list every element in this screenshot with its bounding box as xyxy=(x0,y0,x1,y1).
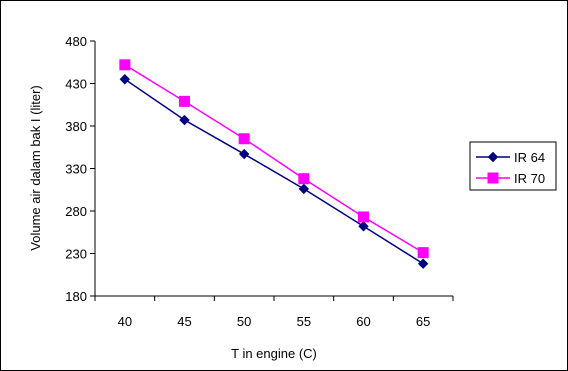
data-point-ir-64 xyxy=(119,74,131,85)
data-point-ir-64 xyxy=(238,148,250,160)
series-line-ir-64 xyxy=(124,78,424,265)
y-tick-label: 430 xyxy=(65,77,87,92)
data-point-ir-70 xyxy=(298,173,310,185)
y-tick-label: 330 xyxy=(65,162,87,177)
data-point-ir-64 xyxy=(298,183,310,195)
legend-marker-ir-64 xyxy=(487,151,499,163)
y-tick-label: 180 xyxy=(65,289,87,304)
series-line-ir-70 xyxy=(124,64,424,254)
data-point-ir-70 xyxy=(417,247,429,259)
legend-label-ir-64: IR 64 xyxy=(514,150,545,165)
y-axis-title: Volume air dalam bak I (liter) xyxy=(28,85,43,250)
x-tick-label: 50 xyxy=(237,314,251,329)
legend-marker-ir-70 xyxy=(487,172,499,184)
x-tick-label: 65 xyxy=(416,314,430,329)
legend-label-ir-70: IR 70 xyxy=(514,171,545,186)
data-point-ir-70 xyxy=(179,95,190,107)
x-tick-label: 60 xyxy=(356,314,370,329)
x-tick-label: 40 xyxy=(118,314,132,329)
data-point-ir-64 xyxy=(358,221,369,232)
legend: IR 64 IR 70 xyxy=(469,141,557,191)
legend-box xyxy=(469,141,557,191)
y-tick-label: 280 xyxy=(65,204,87,219)
data-point-ir-70 xyxy=(358,211,369,223)
y-tick-label: 230 xyxy=(65,247,87,262)
x-axis-title: T in engine (C) xyxy=(231,346,317,361)
data-point-ir-64 xyxy=(417,258,429,269)
data-point-ir-70 xyxy=(119,59,131,71)
x-tick-label: 45 xyxy=(177,314,191,329)
data-point-ir-64 xyxy=(179,114,190,126)
y-tick-label: 380 xyxy=(65,119,87,134)
y-tick-label: 480 xyxy=(65,34,87,49)
x-tick-label: 55 xyxy=(297,314,311,329)
data-point-ir-70 xyxy=(238,133,250,145)
